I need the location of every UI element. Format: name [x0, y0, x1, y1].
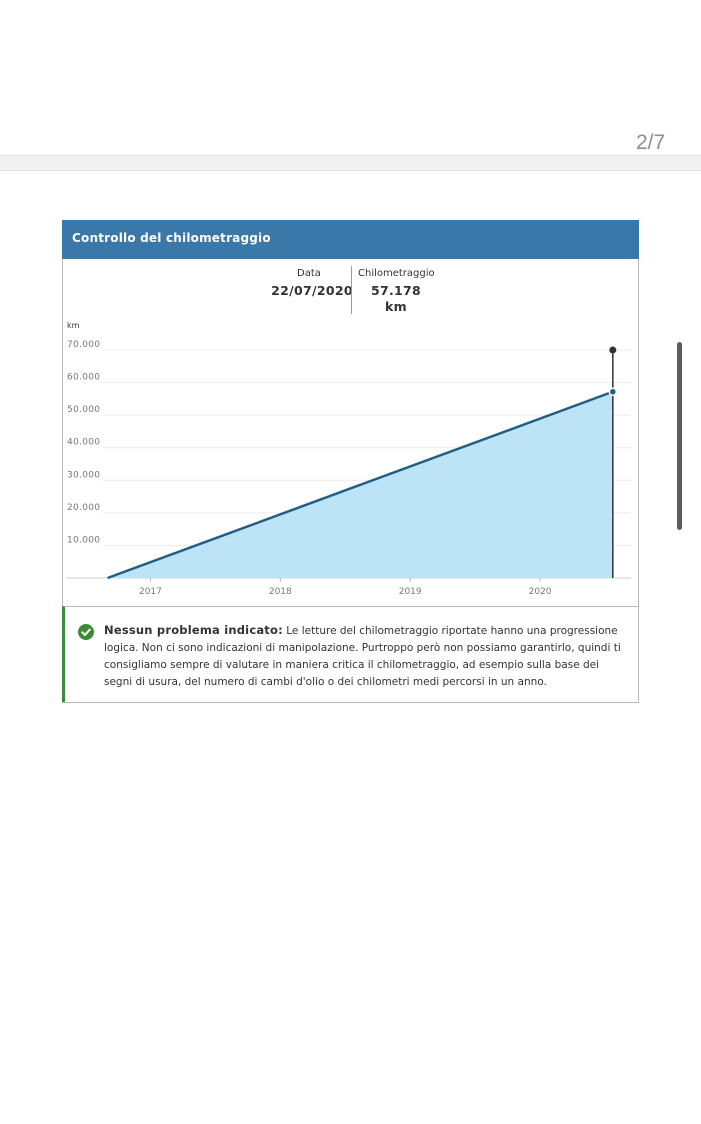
y-tick-label-6: 70.000 [67, 340, 100, 350]
y-tick-label-3: 40.000 [67, 438, 100, 448]
tooltip-km-unit: km [385, 299, 407, 314]
check-circle-icon [78, 624, 94, 640]
status-panel: Nessun problema indicato: Le letture del… [62, 606, 639, 702]
tooltip-km-number: 57.178 [370, 283, 422, 298]
tooltip-divider [351, 266, 352, 314]
tooltip-date-label: Data [297, 268, 321, 279]
card-title: Controllo del chilometraggio [62, 220, 639, 259]
y-tick-label-5: 60.000 [67, 373, 100, 383]
x-tick-label-1: 2018 [269, 587, 292, 597]
tooltip-km-label: Chilometraggio [358, 268, 435, 279]
tooltip-date-value: 22/07/2020 [271, 283, 353, 298]
x-tick-label-3: 2020 [529, 587, 552, 597]
x-tick-label-0: 2017 [139, 587, 162, 597]
mileage-chart[interactable]: km 10.000 20.000 30.000 40.000 50.000 60.000 70… [63, 316, 638, 601]
status-text: Nessun problema indicato: Le letture del… [104, 622, 624, 691]
x-tick-label-2: 2019 [399, 587, 422, 597]
tooltip-km-value: 57.178 km [363, 283, 429, 315]
y-tick-label-0: 10.000 [67, 535, 100, 545]
status-title: Nessun problema indicato: [104, 623, 283, 637]
y-tick-label-1: 20.000 [67, 503, 100, 513]
page-counter: 2/7 [636, 131, 666, 154]
mileage-card: Controllo del chilometraggio Data 22/07/… [62, 220, 639, 703]
crosshair-top-dot [609, 346, 617, 354]
mileage-line [107, 390, 614, 580]
data-point-highlight [608, 387, 618, 397]
toolbar-band [0, 155, 701, 171]
y-tick-label-4: 50.000 [67, 405, 100, 415]
y-axis-unit-label: km [67, 321, 80, 330]
y-tick-label-2: 30.000 [67, 470, 100, 480]
status-message: Le letture del chilometraggio riportate … [104, 625, 621, 688]
scrollbar[interactable] [677, 342, 682, 530]
